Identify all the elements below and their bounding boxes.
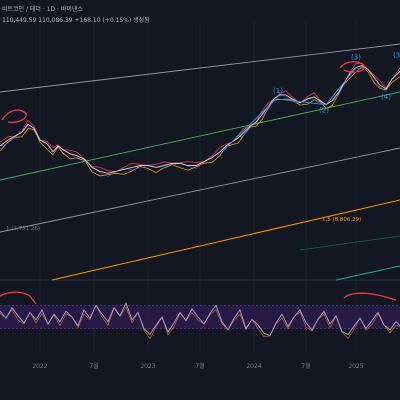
created-label[interactable]: 생성됨 (133, 17, 150, 24)
chart-header-ohlc: 110,449.59 110,086.39 +168.10 (+0.15%) 생… (2, 15, 150, 24)
impulse-line-1 (221, 98, 277, 153)
x-tick-label: 7월 (195, 362, 204, 370)
price-series-line (0, 65, 400, 174)
chart-title: 비트코인 / 테더 · 1D · 바이낸스 (2, 6, 83, 13)
impulse-line-3 (325, 67, 357, 106)
impulse-line-2 (275, 98, 327, 106)
x-tick-label: 2022 (32, 363, 47, 370)
ohlc-values: 110,449.59 110,086.39 +168.10 (+0.15%) (2, 17, 132, 24)
wave-label: (4) (381, 93, 391, 101)
wave-label: (3) (393, 51, 400, 59)
wave-label: (1) (273, 87, 283, 95)
x-tick-label: 7월 (89, 362, 98, 370)
x-tick-label: 2024 (246, 363, 261, 370)
annotation-osc-left (0, 291, 37, 305)
annotation-osc-right (343, 292, 397, 301)
annotation-scribble-right (339, 61, 365, 73)
fib-label-1: 1 (2,731.26) (6, 226, 40, 232)
price-ma-orange (0, 66, 400, 177)
channel-lower-line (0, 147, 400, 233)
x-tick-label: 7월 (301, 362, 310, 370)
wave-label: (2) (319, 107, 329, 115)
teal-line-2 (299, 235, 400, 251)
osc-signal-line (0, 304, 400, 340)
wave-label: (3) (351, 53, 361, 61)
oscillator-line (0, 301, 400, 337)
channel-mid-line (0, 91, 400, 181)
fib-label-1-5: 1.5 (8,806.29) (322, 217, 361, 223)
x-tick-label: 2025 (348, 363, 363, 370)
annotation-scribble-left (1, 109, 27, 124)
chart-header: 비트코인 / 테더 · 1D · 바이낸스 (2, 4, 83, 13)
x-tick-label: 2023 (140, 363, 155, 370)
fib-line-1-5 (51, 199, 400, 281)
teal-line (335, 265, 400, 281)
channel-upper-line (0, 43, 400, 93)
